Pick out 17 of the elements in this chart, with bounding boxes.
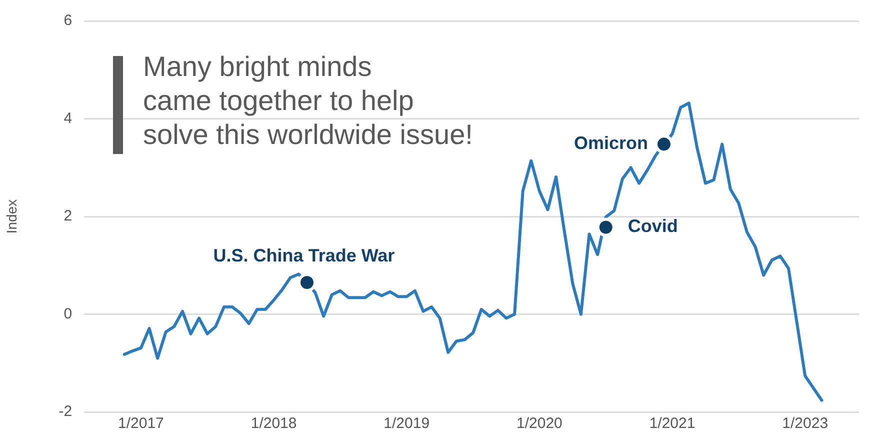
x-tick-label: 1/2017 (118, 415, 164, 432)
x-tick-label: 1/2019 (384, 415, 430, 432)
annotation: U.S. China Trade War (213, 245, 395, 266)
y-axis-title: Index (3, 199, 20, 234)
x-tick-label: 1/2021 (649, 415, 696, 432)
point (297, 272, 316, 292)
x-tick-label: 1/2023 (782, 415, 828, 432)
y-tick-label: -2 (58, 403, 72, 420)
x-tick-label: 1/2018 (250, 415, 297, 432)
annotation: Omicron (574, 133, 648, 154)
y-tick-label: 4 (64, 110, 72, 127)
y-tick-label: 0 (64, 305, 72, 322)
y-tick-label: 2 (64, 208, 72, 225)
y-tick-label: 6 (64, 12, 72, 30)
x-tick-label: 1/2020 (516, 415, 562, 432)
annotation: Covid (628, 216, 678, 236)
annotation: Many bright minds came together to help solve this worldwide issue! (143, 50, 473, 152)
